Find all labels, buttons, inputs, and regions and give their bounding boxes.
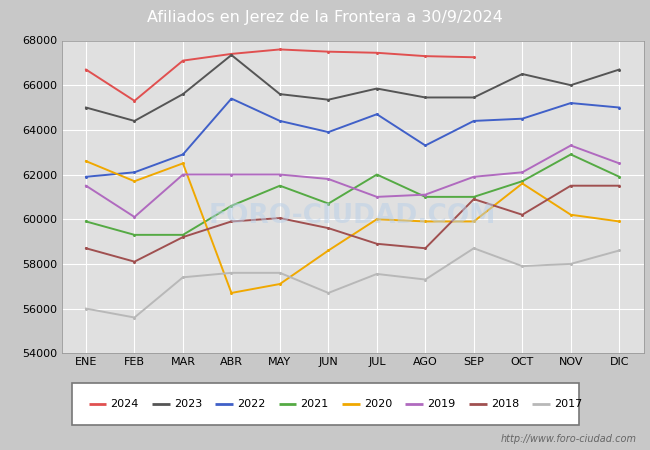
Text: http://www.foro-ciudad.com: http://www.foro-ciudad.com xyxy=(501,434,637,444)
Text: FORO-CIUDAD.COM: FORO-CIUDAD.COM xyxy=(209,202,497,229)
Text: 2019: 2019 xyxy=(427,399,456,409)
Text: 2021: 2021 xyxy=(300,399,329,409)
Text: 2020: 2020 xyxy=(364,399,392,409)
Text: 2024: 2024 xyxy=(111,399,139,409)
Text: 2017: 2017 xyxy=(554,399,582,409)
Text: Afiliados en Jerez de la Frontera a 30/9/2024: Afiliados en Jerez de la Frontera a 30/9… xyxy=(147,10,503,25)
Text: 2018: 2018 xyxy=(491,399,519,409)
Text: 2022: 2022 xyxy=(237,399,266,409)
Text: 2023: 2023 xyxy=(174,399,202,409)
